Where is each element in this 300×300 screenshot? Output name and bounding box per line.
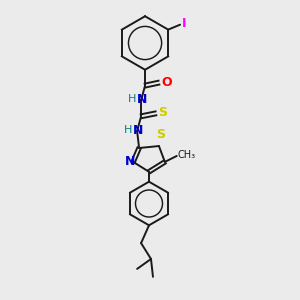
Text: N: N bbox=[137, 93, 148, 106]
Text: N: N bbox=[133, 124, 143, 137]
Text: I: I bbox=[182, 17, 187, 30]
Text: CH₃: CH₃ bbox=[178, 150, 196, 160]
Text: O: O bbox=[161, 76, 172, 89]
Text: S: S bbox=[158, 106, 167, 119]
Text: S: S bbox=[156, 128, 165, 141]
Text: H: H bbox=[124, 125, 133, 135]
Text: N: N bbox=[125, 155, 136, 168]
Text: H: H bbox=[128, 94, 136, 104]
